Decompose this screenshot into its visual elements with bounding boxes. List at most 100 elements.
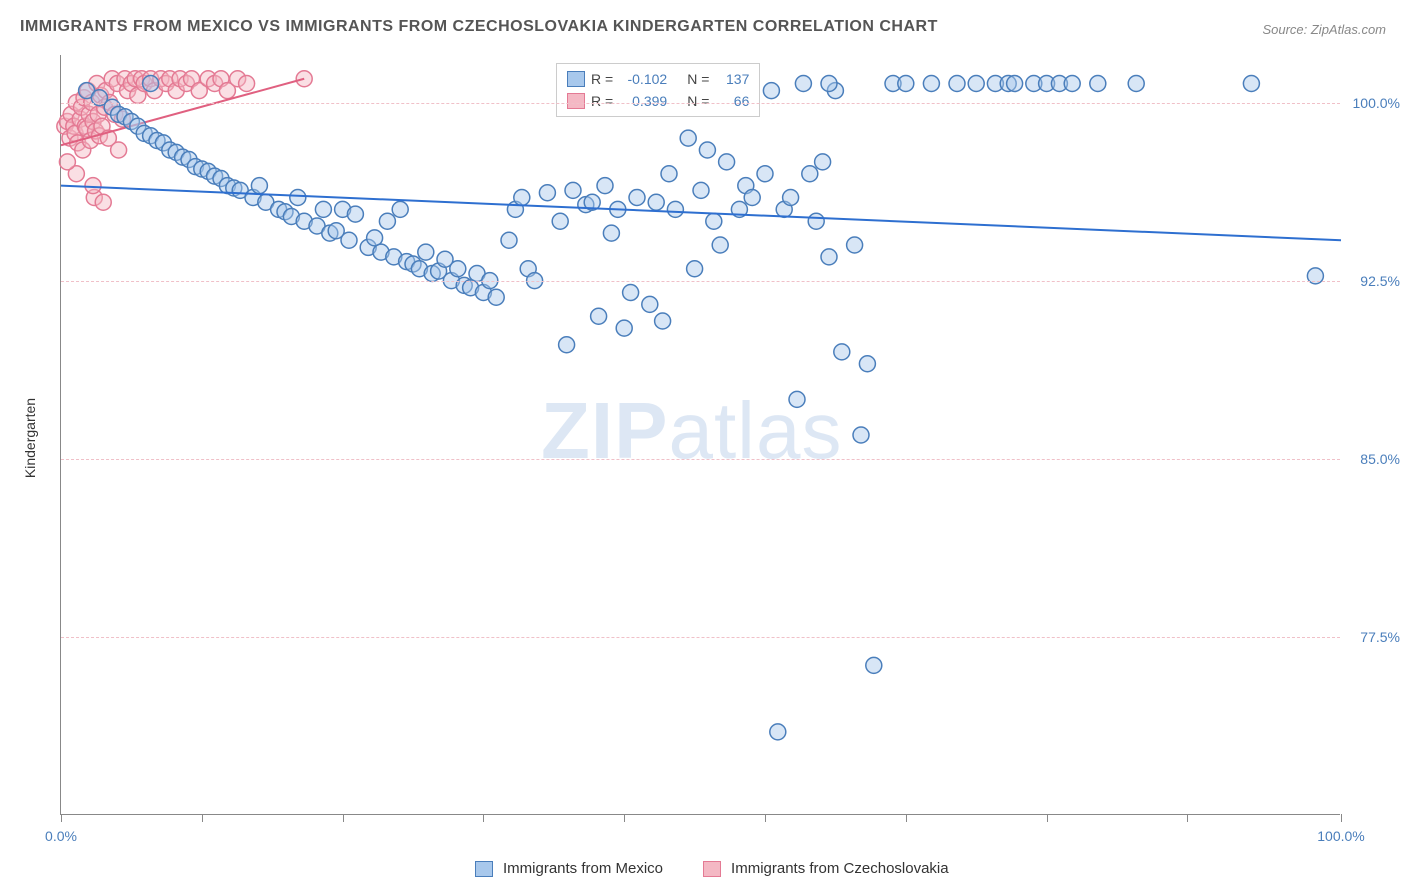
mexico-point	[763, 83, 779, 99]
mexico-point	[616, 320, 632, 336]
mexico-point	[565, 182, 581, 198]
mexico-point	[923, 76, 939, 92]
mexico-point	[290, 190, 306, 206]
legend-label: Immigrants from Mexico	[503, 860, 663, 877]
legend-swatch	[567, 71, 585, 87]
mexico-point	[418, 244, 434, 260]
stats-row: R = -0.102 N = 137	[567, 68, 749, 90]
r-value: 0.399	[619, 93, 667, 109]
bottom-legend: Immigrants from Mexico Immigrants from Cz…	[475, 860, 979, 877]
mexico-point	[706, 213, 722, 229]
mexico-point	[853, 427, 869, 443]
czech-point	[239, 76, 255, 92]
mexico-point	[795, 76, 811, 92]
mexico-point	[789, 391, 805, 407]
x-tick-label: 100.0%	[1317, 828, 1364, 844]
mexico-point	[949, 76, 965, 92]
mexico-point	[501, 232, 517, 248]
x-tick	[202, 814, 203, 822]
mexico-point	[1128, 76, 1144, 92]
mexico-point	[603, 225, 619, 241]
x-tick	[343, 814, 344, 822]
mexico-point	[847, 237, 863, 253]
legend-label: Immigrants from Czechoslovakia	[731, 860, 949, 877]
n-value: 66	[715, 93, 749, 109]
mexico-point	[968, 76, 984, 92]
mexico-point	[597, 178, 613, 194]
mexico-point	[629, 190, 645, 206]
mexico-point	[699, 142, 715, 158]
mexico-point	[251, 178, 267, 194]
mexico-point	[315, 201, 331, 217]
source-label: Source: ZipAtlas.com	[1262, 22, 1386, 37]
y-tick-label: 85.0%	[1345, 451, 1400, 467]
stats-row: R =0.399N =66	[567, 90, 749, 112]
mexico-point	[539, 185, 555, 201]
mexico-point	[815, 154, 831, 170]
legend-swatch	[475, 861, 493, 877]
mexico-point	[552, 213, 568, 229]
mexico-point	[559, 337, 575, 353]
mexico-point	[802, 166, 818, 182]
r-label: R =	[591, 71, 613, 87]
chart-area: ZIPatlas R =-0.102N =137R =0.399N =66 77…	[60, 55, 1340, 815]
x-tick	[61, 814, 62, 822]
mexico-point	[143, 76, 159, 92]
mexico-point	[514, 190, 530, 206]
y-axis-label: Kindergarten	[22, 398, 38, 478]
mexico-point	[821, 249, 837, 265]
x-tick	[1187, 814, 1188, 822]
mexico-point	[834, 344, 850, 360]
mexico-point	[642, 296, 658, 312]
mexico-point	[347, 206, 363, 222]
n-value: 137	[715, 71, 749, 87]
y-tick-label: 100.0%	[1345, 95, 1400, 111]
gridline	[61, 103, 1340, 104]
mexico-point	[783, 190, 799, 206]
r-label: R =	[591, 93, 613, 109]
czech-point	[85, 178, 101, 194]
mexico-point	[1243, 76, 1259, 92]
x-tick-label: 0.0%	[45, 828, 77, 844]
x-tick	[765, 814, 766, 822]
gridline	[61, 281, 1340, 282]
mexico-point	[450, 261, 466, 277]
mexico-point	[712, 237, 728, 253]
x-tick	[906, 814, 907, 822]
mexico-point	[1064, 76, 1080, 92]
mexico-point	[488, 289, 504, 305]
x-tick	[1047, 814, 1048, 822]
n-label: N =	[687, 71, 709, 87]
mexico-point	[341, 232, 357, 248]
mexico-point	[744, 190, 760, 206]
mexico-point	[655, 313, 671, 329]
gridline	[61, 459, 1340, 460]
mexico-point	[719, 154, 735, 170]
mexico-point	[687, 261, 703, 277]
mexico-point	[757, 166, 773, 182]
mexico-point	[898, 76, 914, 92]
mexico-point	[866, 657, 882, 673]
stats-legend-box: R =-0.102N =137R =0.399N =66	[556, 63, 760, 117]
legend-swatch	[703, 861, 721, 877]
mexico-point	[693, 182, 709, 198]
mexico-point	[392, 201, 408, 217]
y-tick-label: 77.5%	[1345, 629, 1400, 645]
mexico-point	[591, 308, 607, 324]
mexico-point	[667, 201, 683, 217]
czech-point	[95, 194, 111, 210]
czech-point	[296, 71, 312, 87]
y-tick-label: 92.5%	[1345, 273, 1400, 289]
mexico-point	[379, 213, 395, 229]
x-tick	[624, 814, 625, 822]
mexico-point	[648, 194, 664, 210]
mexico-point	[808, 213, 824, 229]
scatter-plot-svg	[61, 55, 1340, 814]
chart-title: IMMIGRANTS FROM MEXICO VS IMMIGRANTS FRO…	[20, 18, 938, 36]
mexico-point	[623, 285, 639, 301]
x-tick	[483, 814, 484, 822]
r-value: -0.102	[619, 71, 667, 87]
mexico-point	[821, 76, 837, 92]
czech-point	[59, 154, 75, 170]
mexico-point	[859, 356, 875, 372]
